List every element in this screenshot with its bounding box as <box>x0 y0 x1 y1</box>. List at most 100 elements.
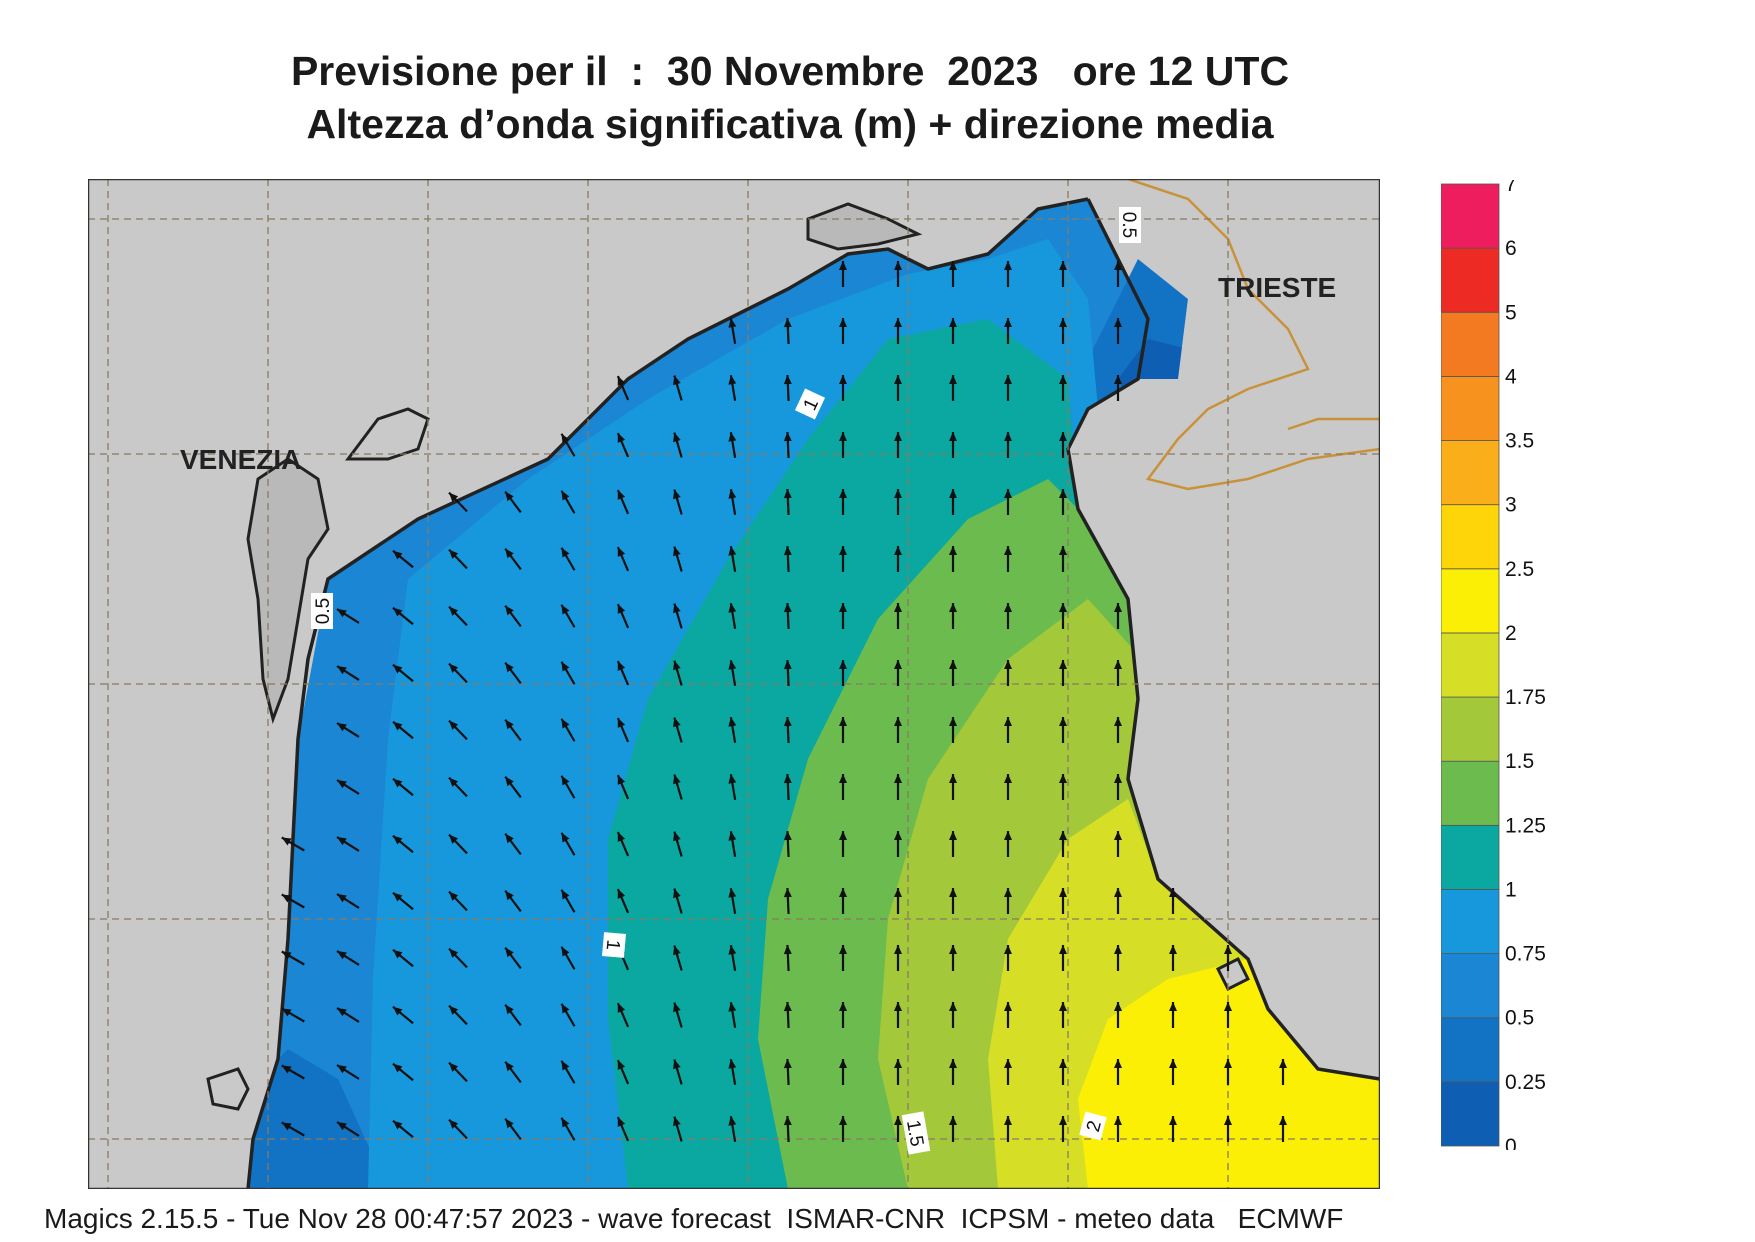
wave-direction-arrow-head <box>1169 1059 1177 1068</box>
wave-direction-arrow-head <box>783 1059 792 1069</box>
wave-direction-arrow-head <box>1059 660 1067 669</box>
contour-label: 0.5 <box>311 593 334 629</box>
wave-direction-arrow-head <box>783 660 792 670</box>
wave-direction-arrow-head <box>949 1059 957 1068</box>
wave-direction-arrow-head <box>728 1002 737 1012</box>
wave-direction-arrow-head <box>949 318 957 327</box>
legend-tick-label: 1.75 <box>1505 686 1546 709</box>
wave-direction-arrow-head <box>673 1116 681 1127</box>
wave-direction-arrow-head <box>561 946 570 957</box>
wave-direction-arrow-head <box>728 888 737 898</box>
wave-direction-arrow-head <box>561 433 570 444</box>
wave-direction-arrow-head <box>505 719 514 730</box>
wave-direction-arrow-head <box>1059 888 1067 897</box>
legend-tick-label: 0.25 <box>1505 1071 1546 1094</box>
wave-direction-arrow-head <box>337 1122 347 1131</box>
wave-direction-arrow-head <box>392 607 403 617</box>
wave-direction-arrow-head <box>949 831 957 840</box>
wave-direction-arrow-head <box>617 376 626 386</box>
wave-direction-arrow-head <box>1059 489 1067 498</box>
wave-direction-arrow-head <box>783 1116 792 1126</box>
wave-direction-arrow-head <box>839 261 847 270</box>
legend-band <box>1441 1081 1500 1147</box>
wave-direction-arrow-head <box>728 1059 737 1069</box>
wave-direction-arrow-head <box>894 1116 902 1125</box>
wave-direction-arrow-head <box>728 660 737 670</box>
wave-direction-arrow-head <box>949 261 957 270</box>
wave-direction-arrow-head <box>561 490 570 501</box>
contour-label: 1 <box>794 388 826 420</box>
wave-direction-arrow-head <box>949 774 957 783</box>
wave-direction-arrow-head <box>1059 375 1067 384</box>
wave-direction-arrow-head <box>1004 831 1012 840</box>
wave-direction-arrow-head <box>894 603 902 612</box>
svg-text:1.5: 1.5 <box>902 1118 927 1148</box>
wave-direction-arrow-head <box>449 1062 459 1072</box>
wave-direction-arrow-head <box>337 837 347 846</box>
legend-tick-label: 6 <box>1505 237 1517 260</box>
svg-text:0.5: 0.5 <box>1118 212 1139 238</box>
legend-band <box>1441 375 1500 441</box>
wave-direction-arrow-head <box>505 833 514 844</box>
wave-direction-arrow-head <box>894 375 902 384</box>
legend-tick-label: 5 <box>1505 301 1517 324</box>
wave-direction-arrow-head <box>1169 888 1177 897</box>
low-wave-southwest <box>248 1049 388 1189</box>
wave-direction-arrow-head <box>673 1059 681 1070</box>
contour-label: 0.5 <box>1118 207 1141 243</box>
svg-text:0.5: 0.5 <box>313 598 334 624</box>
land-east-croatia <box>1068 179 1380 1079</box>
legend-band <box>1441 183 1500 249</box>
wave-direction-arrow-head <box>894 1059 902 1068</box>
wave-direction-arrow-head <box>949 375 957 384</box>
wave-direction-arrow-head <box>1059 1002 1067 1011</box>
city-label-trieste: TRIESTE <box>1218 272 1336 303</box>
wave-direction-arrow-head <box>505 890 514 901</box>
wave-direction-arrow-head <box>392 949 403 959</box>
wave-direction-arrow-head <box>894 432 902 441</box>
wave-direction-arrow-head <box>783 489 792 499</box>
wave-direction-arrow-head <box>1114 261 1122 270</box>
wave-direction-arrow-head <box>949 888 957 897</box>
wave-direction-arrow-head <box>673 888 681 899</box>
wave-direction-arrow-head <box>1114 717 1122 726</box>
wave-direction-arrow-head <box>1114 888 1122 897</box>
color-scale-legend: 7 6 5 4 3.5 3 2.5 2 1.75 1.5 1.25 1 0.75 0.5 0.25 0 <box>1441 180 1546 1150</box>
wave-direction-arrow-head <box>1004 717 1012 726</box>
wave-direction-arrow-head <box>839 717 847 726</box>
legend-band <box>1441 504 1500 570</box>
wave-direction-arrow-head <box>281 1065 292 1074</box>
legend-band <box>1441 568 1500 634</box>
graticule <box>88 179 1380 1189</box>
wave-direction-arrow-head <box>949 945 957 954</box>
legend-band <box>1441 1017 1500 1083</box>
legend-band <box>1441 889 1500 955</box>
wave-direction-arrow-head <box>839 1002 847 1011</box>
wave-direction-arrow-head <box>505 605 514 616</box>
wave-direction-arrow-head <box>561 718 570 729</box>
wave-direction-arrow-head <box>1004 945 1012 954</box>
wave-direction-arrow-head <box>449 1005 459 1015</box>
wave-direction-arrow-head <box>392 721 403 731</box>
wave-direction-arrow-head <box>728 1116 737 1126</box>
wave-direction-arrow-head <box>1004 1059 1012 1068</box>
wave-direction-arrow-head <box>505 662 514 673</box>
legend-band <box>1441 632 1500 698</box>
wave-direction-arrow-head <box>1004 888 1012 897</box>
wave-direction-arrow-head <box>617 1117 626 1127</box>
wave-direction-arrow-head <box>783 945 792 955</box>
wave-direction-arrow-head <box>783 717 792 727</box>
legend-tick-label: 3 <box>1505 494 1517 517</box>
legend-band <box>1441 696 1500 762</box>
wave-direction-arrow-head <box>673 603 681 614</box>
wave-direction-arrow-head <box>1224 1059 1232 1068</box>
wave-direction-arrow-head <box>894 546 902 555</box>
wave-direction-arrow-head <box>449 549 459 559</box>
wave-direction-arrow-head <box>1004 774 1012 783</box>
grado-lagoon <box>806 202 923 251</box>
wave-direction-arrow-head <box>894 489 902 498</box>
wave-direction-arrow-head <box>894 261 902 270</box>
wave-direction-arrow-head <box>449 1119 459 1129</box>
wave-direction-arrow-head <box>392 1120 403 1130</box>
wave-direction-arrow-head <box>949 432 957 441</box>
